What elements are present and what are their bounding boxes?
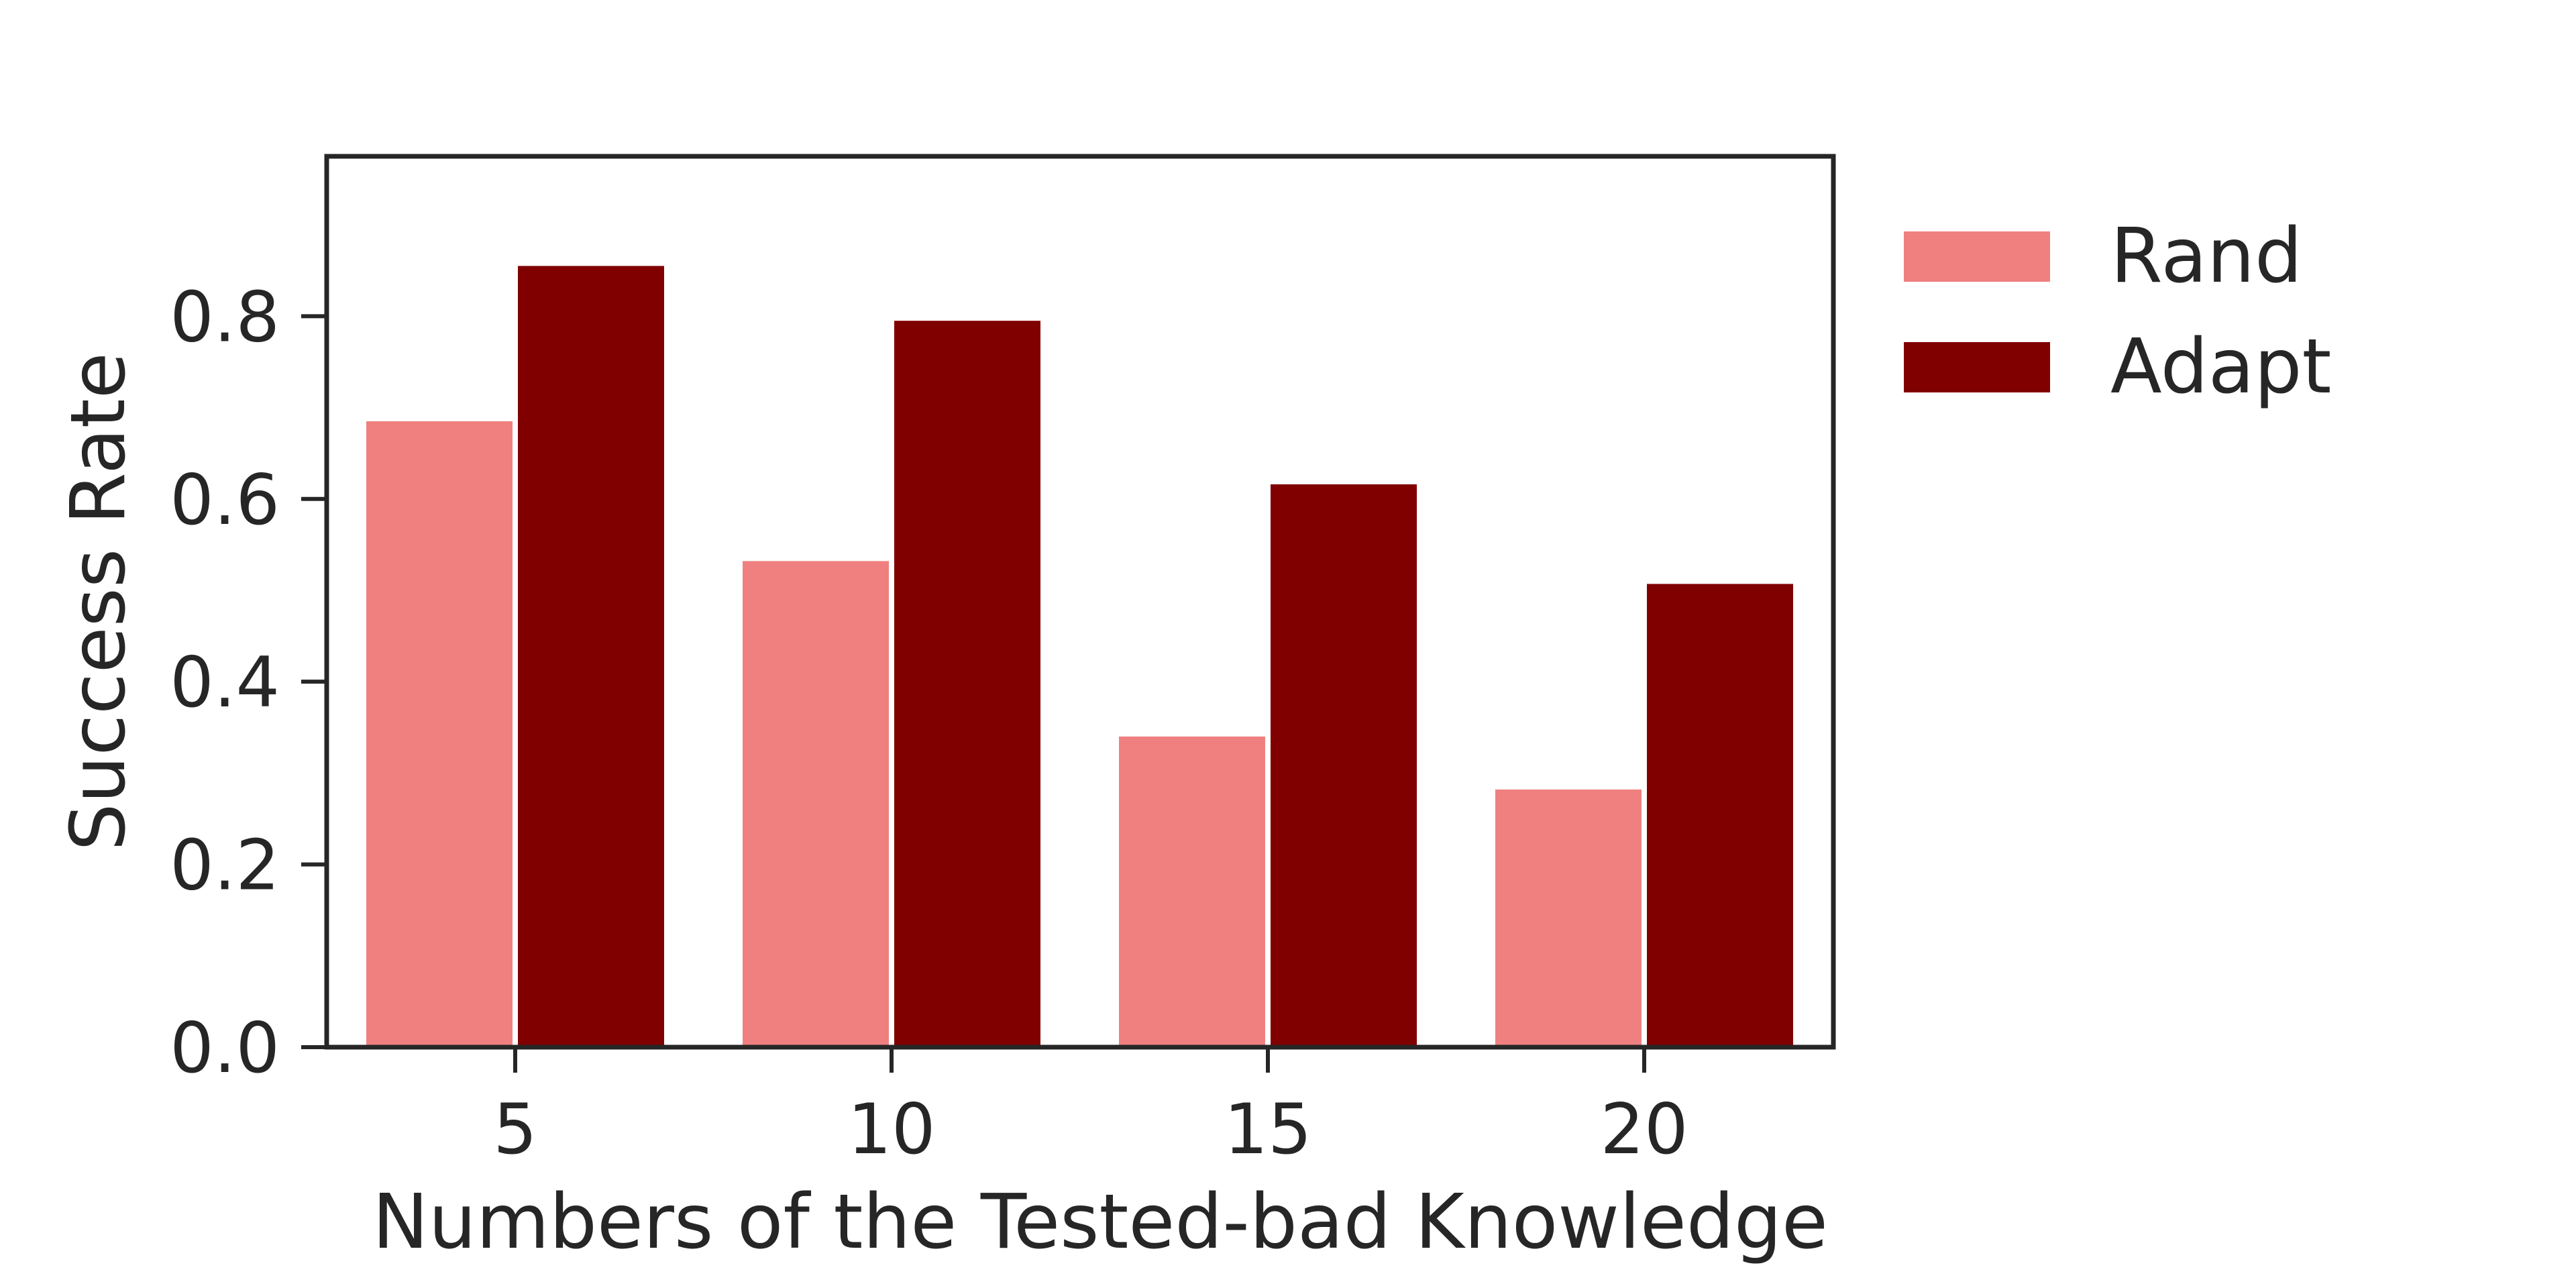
legend-swatch-rand [1904, 231, 2050, 282]
y-tick-label: 0.0 [170, 1008, 280, 1089]
bar-adapt-10 [894, 321, 1040, 1048]
y-tick-label: 0.8 [170, 277, 280, 358]
bar-adapt-15 [1271, 484, 1417, 1047]
x-tick-label: 20 [1600, 1089, 1688, 1170]
legend-label-rand: Rand [2110, 213, 2302, 300]
bar-rand-5 [366, 421, 513, 1047]
y-tick-label: 0.2 [170, 826, 280, 906]
legend-swatch-adapt [1904, 342, 2050, 392]
bar-adapt-20 [1647, 584, 1793, 1047]
y-axis: 0.0 0.2 0.4 0.6 0.8 [170, 277, 327, 1089]
bar-rand-15 [1119, 736, 1265, 1047]
y-axis-title: Success Rate [55, 352, 142, 851]
bars-layer [366, 266, 1793, 1048]
x-tick-label: 10 [847, 1089, 935, 1170]
x-axis-title: Numbers of the Tested-bad Knowledge [372, 1179, 1828, 1266]
legend: Rand Adapt [1904, 213, 2331, 411]
bar-rand-20 [1495, 789, 1642, 1047]
x-tick-label: 15 [1224, 1089, 1311, 1170]
bar-adapt-5 [518, 266, 664, 1047]
plot-area-frame [324, 154, 1836, 1050]
x-tick-label: 5 [493, 1089, 537, 1170]
legend-label-adapt: Adapt [2110, 323, 2331, 411]
bar-rand-10 [743, 561, 889, 1047]
y-tick-label: 0.6 [170, 460, 280, 541]
x-axis: 5 10 15 20 [493, 1047, 1688, 1170]
y-tick-label: 0.4 [170, 643, 280, 723]
